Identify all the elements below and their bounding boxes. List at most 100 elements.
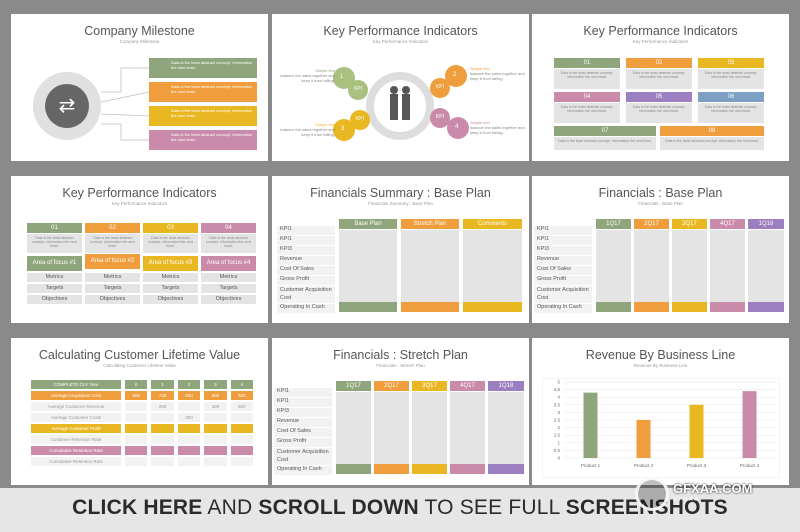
clv-cell (151, 424, 174, 433)
clv-row: Average Acquisition Cost 500 700 800 900 500 (31, 391, 254, 400)
slide-kpi-grid[interactable]: Key Performance Indicators Key Performan… (532, 14, 789, 161)
slide-subtitle: Financials Summary : Base Plan (367, 201, 434, 206)
kpi-text-1: Simple text balance the sales together an… (280, 68, 335, 83)
clv-cell: 900 (204, 391, 227, 400)
target-cell: Targets (201, 284, 256, 293)
row-label: Customer Acquisition Cost (534, 286, 592, 303)
kpi-number: 4 (455, 124, 459, 130)
row-labels: KPI1 KPI1 KPI3 Revenue Cost Of Sales Gro… (274, 388, 332, 475)
clv-cell: 500 (125, 391, 148, 400)
quarter-header: 2Q17 (374, 381, 409, 391)
watermark: GFXAA.COM GFXAA (635, 473, 785, 523)
row-label: KPI1 (274, 388, 332, 397)
clv-cell (204, 435, 227, 444)
slide-title: Financials : Stretch Plan (333, 348, 468, 362)
slide-title: Company Milestone (84, 24, 195, 38)
y-tick-label: 0.5 (554, 448, 561, 453)
kpi-box-header: 06 (698, 92, 764, 102)
slide-clv[interactable]: Calculating Customer Lifetime Value Calc… (11, 338, 268, 485)
slide-financials-summary[interactable]: Financials Summary : Base Plan Financial… (272, 176, 529, 323)
kpi-box-header: 02 (626, 58, 692, 68)
row-label: Operating In Cash (277, 304, 335, 313)
kpi-number: 3 (341, 126, 345, 132)
banner-part: TO SEE FULL (418, 496, 566, 519)
clv-row-label: Average Acquisition Cost (31, 391, 121, 400)
clv-cell (177, 402, 201, 411)
row-label: KPI1 (274, 398, 332, 407)
slide-financials-base[interactable]: Financials : Base Plan Financials : Base… (532, 176, 789, 323)
kpi-box-desc: Data is the least abstract concept, info… (626, 69, 692, 89)
slide-company-milestone[interactable]: Company Milestone Company Milestone ⇄ Da… (11, 14, 268, 161)
slide-revenue-chart[interactable]: Revenue By Business Line Revenue By Busi… (532, 338, 789, 485)
y-tick-label: 0 (557, 456, 560, 461)
slide-subtitle: Financials : Base Plan (638, 201, 683, 206)
kpi-label: KPI (435, 84, 445, 90)
milestone-item-4: Data is the least abstract concept, info… (149, 130, 257, 150)
quarter-header: 1Q18 (488, 381, 524, 391)
clv-row: COMPLETE CLV Year 0 1 2 3 4 (31, 380, 254, 389)
slide-kpi-circles[interactable]: Key Performance Indicators Key Performan… (272, 14, 529, 161)
quarter-body (634, 230, 669, 302)
x-tick-label: Product 1 (581, 463, 601, 468)
row-label: Gross Profit (534, 276, 592, 285)
row-label: Operating In Cash (274, 466, 332, 475)
quarter-body (450, 392, 485, 464)
kpi-text-2: Simple text balance the sales together an… (470, 66, 525, 81)
kpi-col-desc: Data is the least abstract concept, info… (143, 234, 198, 253)
objective-cell: Objectives (85, 295, 140, 304)
milestone-item-1: Data is the least abstract concept, info… (149, 58, 257, 78)
clv-cell (204, 424, 227, 433)
slide-subtitle: Company Milestone (119, 39, 160, 44)
slide-financials-stretch[interactable]: Financials : Stretch Plan Financials : S… (272, 338, 529, 485)
kpi-box-header: 01 (554, 58, 620, 68)
clv-cell: 1 (151, 380, 174, 389)
quarter-header: 4Q17 (710, 219, 745, 229)
metric-cell: Metrics (201, 273, 256, 282)
clv-cell (151, 446, 174, 455)
banner-part: SCROLL DOWN (258, 496, 419, 519)
column-footer (339, 302, 397, 312)
clv-cell (204, 446, 227, 455)
row-label: KPI1 (534, 236, 592, 245)
clv-cell (125, 424, 148, 433)
bar (583, 392, 598, 458)
clv-cell: 800 (177, 391, 201, 400)
slide-kpi-focus[interactable]: Key Performance Indicators Key Performan… (11, 176, 268, 323)
clv-cell (230, 413, 254, 422)
quarter-footer (748, 302, 784, 312)
kpi-box-desc: Data is the least abstract concept, info… (626, 103, 692, 123)
kpi-label: KPI (355, 116, 365, 122)
kpi-text-4: Simple text balance the sales together an… (470, 120, 525, 135)
clv-cell (230, 457, 254, 466)
kpi-label: KPI (353, 86, 363, 92)
slide-title: Revenue By Business Line (585, 348, 736, 362)
y-tick-label: 1.5 (554, 433, 561, 438)
row-label: Customer Acquisition Cost (274, 448, 332, 465)
clv-cell (204, 413, 227, 422)
clv-row-label: Cumulative Retention Rate (31, 457, 121, 466)
column-body (339, 230, 397, 302)
quarter-footer (374, 464, 409, 474)
y-tick-label: 1 (557, 440, 560, 445)
row-label: Revenue (534, 256, 592, 265)
kpi-col-desc: Data is the least abstract concept, info… (27, 234, 82, 253)
kpi-diagram (333, 65, 469, 141)
quarter-footer (488, 464, 524, 474)
clv-row-label: Cumulative Retention Rate (31, 446, 121, 455)
repeat-icon: ⇄ (45, 84, 89, 128)
slide-title: Calculating Customer Lifetime Value (38, 348, 241, 362)
clv-row: Average Customer Revenue 200 400 500 (31, 402, 254, 411)
kpi-box-header: 08 (660, 126, 764, 136)
quarter-footer (634, 302, 669, 312)
watermark-subtext: GFXAA (673, 497, 700, 503)
kpi-box-header: 07 (554, 126, 656, 136)
y-tick-label: 3.5 (554, 402, 561, 407)
slide-title: Financials : Base Plan (598, 186, 723, 200)
kpi-box-desc: Data is the least abstract concept, info… (698, 69, 764, 89)
row-label: Cost Of Sales (274, 428, 332, 437)
slide-title: Key Performance Indicators (323, 24, 478, 38)
y-tick-label: 2 (557, 425, 560, 430)
row-label: Operating In Cash (534, 304, 592, 313)
clv-row-label: Customer Retention Rate (31, 435, 121, 444)
kpi-box-header: 03 (698, 58, 764, 68)
